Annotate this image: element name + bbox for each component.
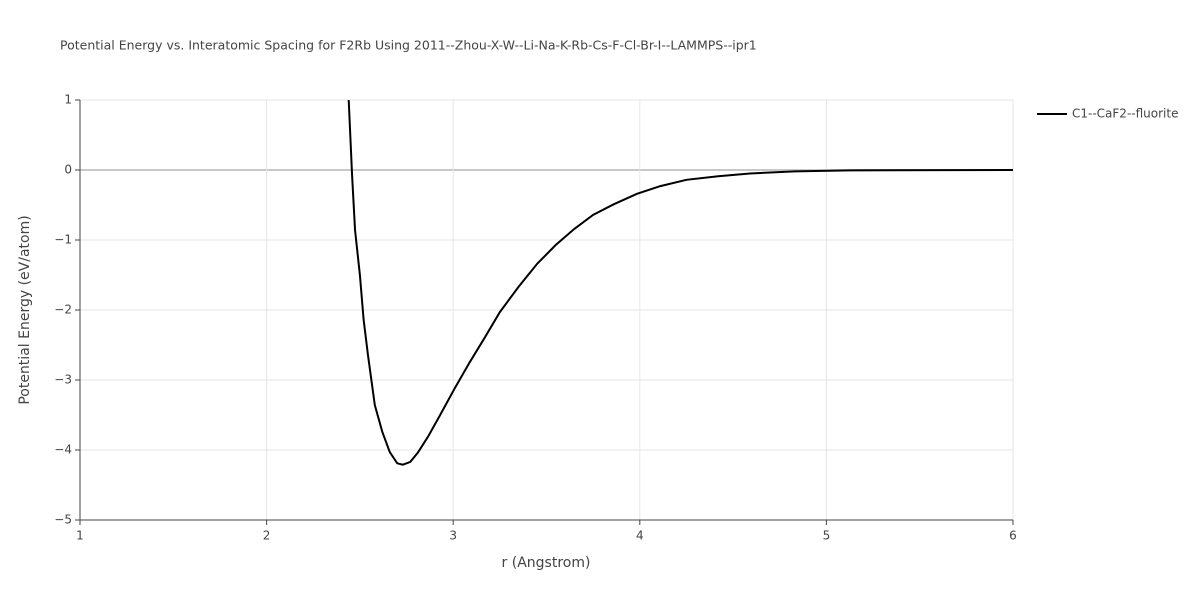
y-tick-label: −5 — [54, 513, 72, 527]
y-tick-label: −4 — [54, 443, 72, 457]
y-tick-label: 0 — [64, 163, 72, 177]
x-tick-label: 3 — [449, 529, 457, 543]
y-tick-label: 1 — [64, 93, 72, 107]
y-tick-label: −3 — [54, 373, 72, 387]
x-tick-label: 4 — [636, 529, 644, 543]
x-axis-title: r (Angstrom) — [502, 555, 591, 571]
line-series — [347, 99, 1014, 466]
y-tick-label: −2 — [54, 303, 72, 317]
x-tick-label: 5 — [823, 529, 831, 543]
x-tick-label: 2 — [263, 529, 271, 543]
x-tick-label: 1 — [76, 529, 84, 543]
x-tick-label: 6 — [1009, 529, 1017, 543]
legend-label: C1--CaF2--fluorite — [1072, 107, 1178, 121]
y-tick-label: −1 — [54, 233, 72, 247]
y-axis-title: Potential Energy (eV/atom) — [17, 215, 33, 404]
chart-title: Potential Energy vs. Interatomic Spacing… — [60, 38, 757, 53]
